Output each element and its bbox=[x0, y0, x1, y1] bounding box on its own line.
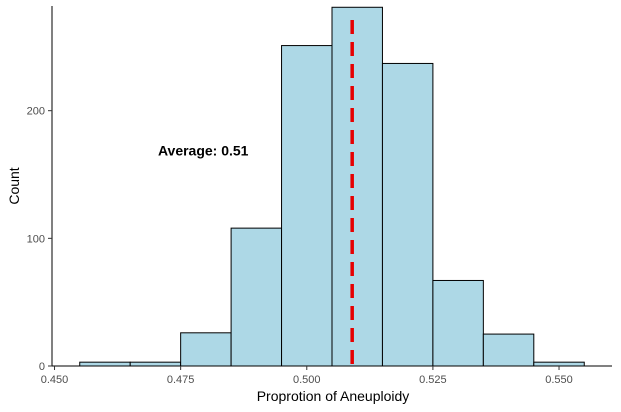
x-axis-ticks: 0.450 0.475 0.500 0.525 0.550 bbox=[41, 366, 573, 386]
x-tick-label: 0.550 bbox=[545, 374, 573, 386]
x-axis-title: Proprotion of Aneuploidy bbox=[257, 388, 410, 404]
histogram-bar bbox=[281, 45, 333, 367]
y-tick-label: 100 bbox=[27, 233, 45, 245]
average-annotation: Average: 0.51 bbox=[158, 142, 249, 158]
histogram-bar bbox=[230, 227, 283, 367]
histogram-bar bbox=[381, 62, 434, 367]
histogram-bar bbox=[79, 361, 131, 367]
x-tick-label: 0.525 bbox=[419, 374, 447, 386]
x-tick-label: 0.500 bbox=[293, 374, 321, 386]
x-tick-label: 0.450 bbox=[41, 374, 69, 386]
histogram-bar bbox=[482, 333, 535, 367]
histogram-bar bbox=[432, 279, 484, 367]
y-axis-title: Count bbox=[6, 167, 22, 204]
y-tick-label: 200 bbox=[27, 106, 45, 118]
histogram-bar bbox=[180, 332, 232, 367]
histogram-bar bbox=[129, 361, 182, 367]
histogram-bars bbox=[79, 6, 585, 367]
histogram-bar bbox=[533, 361, 585, 367]
y-axis-ticks: 0 100 200 bbox=[27, 106, 52, 373]
y-tick-label: 0 bbox=[39, 361, 45, 373]
x-tick-label: 0.475 bbox=[167, 374, 195, 386]
histogram-bar bbox=[331, 6, 383, 367]
